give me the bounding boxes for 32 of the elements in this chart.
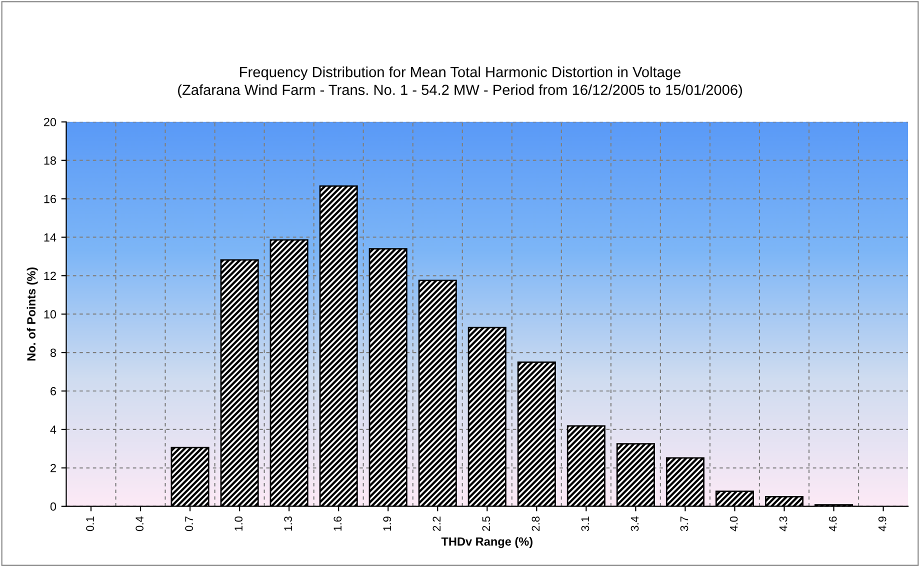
x-tick-label: 1.3 <box>284 516 292 531</box>
chart-subtitle: (Zafarana Wind Farm - Trans. No. 1 - 54.2 MW - Period from 16/12/2005 to 15/01/2006) <box>178 84 742 98</box>
y-tick-label: 6 <box>50 387 56 396</box>
x-tick-label: 1.6 <box>334 516 342 531</box>
x-tick-label: 4.9 <box>878 516 886 532</box>
y-tick-label: 8 <box>50 348 56 357</box>
x-tick-label: 4.0 <box>730 516 738 532</box>
y-tick-label: 4 <box>50 426 56 434</box>
x-tick-label: 2.5 <box>482 516 490 531</box>
y-axis-title: No. of Points (%) <box>26 267 38 361</box>
y-tick-label: 2 <box>50 464 56 472</box>
chart-title: Frequency Distribution for Mean Total Harmonic Distortion in Voltage <box>240 66 681 80</box>
x-tick-label: 3.7 <box>680 516 688 532</box>
x-tick-label: 2.2 <box>432 516 440 531</box>
y-tick-label: 16 <box>44 194 56 204</box>
y-tick-label: 10 <box>44 310 56 319</box>
x-tick-label: 4.6 <box>828 516 837 532</box>
x-tick-label: 4.3 <box>779 516 788 532</box>
x-tick-label: 1.9 <box>383 516 392 531</box>
y-tick-label: 0 <box>50 502 56 511</box>
x-tick-label: 0.4 <box>136 516 144 532</box>
y-tick-label: 14 <box>44 233 56 242</box>
x-tick-label: 0.7 <box>185 516 194 532</box>
y-tick-label: 12 <box>44 272 56 280</box>
x-tick-label: 3.4 <box>630 516 639 532</box>
y-tick-label: 18 <box>44 156 56 165</box>
x-tick-label: 3.1 <box>581 516 590 532</box>
x-tick-label: 2.8 <box>532 516 540 531</box>
y-tick-label: 20 <box>44 118 56 126</box>
x-axis-title: THDv Range (%) <box>441 537 532 548</box>
x-tick-label: 1.0 <box>234 516 243 531</box>
x-tick-label: 0.1 <box>86 516 94 532</box>
